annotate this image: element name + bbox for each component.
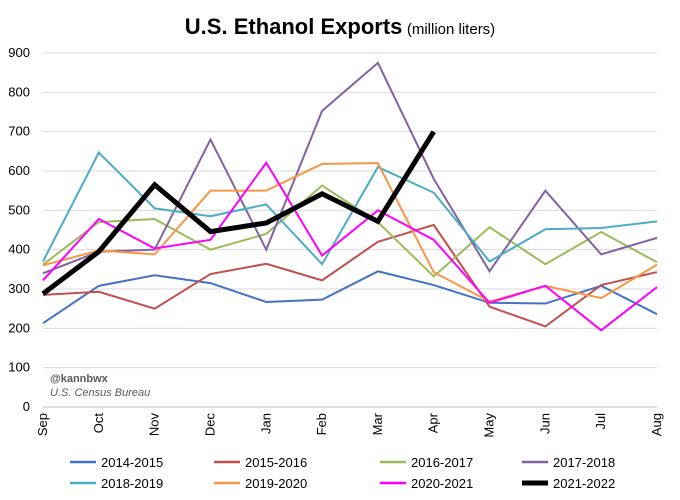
series-line-2020-2021: [42, 160, 658, 332]
legend-label: 2015-2016: [245, 455, 307, 470]
x-tick-label: Nov: [147, 413, 162, 437]
y-tick-label: 100: [8, 360, 30, 375]
legend-label: 2017-2018: [553, 455, 615, 470]
legend-label: 2020-2021: [411, 476, 473, 491]
legend-label: 2019-2020: [245, 476, 307, 491]
legend-label: 2016-2017: [411, 455, 473, 470]
legend-label: 2014-2015: [101, 455, 163, 470]
y-tick-label: 500: [8, 202, 30, 217]
series-line-2017-2018: [42, 61, 658, 275]
x-tick-label: Mar: [370, 412, 385, 435]
x-tick-label: Feb: [314, 413, 329, 435]
series-line-2021-2022: [41, 130, 436, 296]
x-tick-label: Dec: [202, 413, 217, 437]
annotation-source: U.S. Census Bureau: [50, 387, 150, 399]
x-tick-label: Sep: [35, 413, 50, 436]
legend-label: 2021-2022: [553, 476, 615, 491]
y-tick-label: 600: [8, 163, 30, 178]
x-tick-label: Oct: [91, 413, 106, 434]
chart-title: U.S. Ethanol Exports (million liters): [0, 14, 680, 40]
x-tick-label: Jan: [258, 413, 273, 434]
annotation-handle: @kannbwx: [50, 373, 109, 385]
series-line-2014-2015: [42, 270, 658, 325]
legend-label: 2018-2019: [101, 476, 163, 491]
y-tick-label: 400: [8, 242, 30, 257]
x-tick-label: May: [482, 413, 497, 438]
series-line-2019-2020: [42, 162, 658, 303]
y-tick-label: 300: [8, 281, 30, 296]
x-tick-label: Jul: [593, 413, 608, 430]
series-line-2016-2017: [42, 184, 658, 278]
y-tick-label: 200: [8, 320, 30, 335]
chart-title-main: U.S. Ethanol Exports: [184, 14, 403, 39]
y-tick-label: 900: [8, 45, 30, 60]
x-tick-label: Jun: [537, 413, 552, 434]
y-tick-label: 800: [8, 84, 30, 99]
y-tick-label: 0: [23, 399, 30, 414]
series-line-2015-2016: [42, 223, 658, 328]
x-tick-label: Aug: [649, 413, 664, 436]
y-tick-label: 700: [8, 124, 30, 139]
chart-title-unit: (million liters): [406, 21, 496, 38]
x-tick-label: Apr: [426, 412, 441, 433]
